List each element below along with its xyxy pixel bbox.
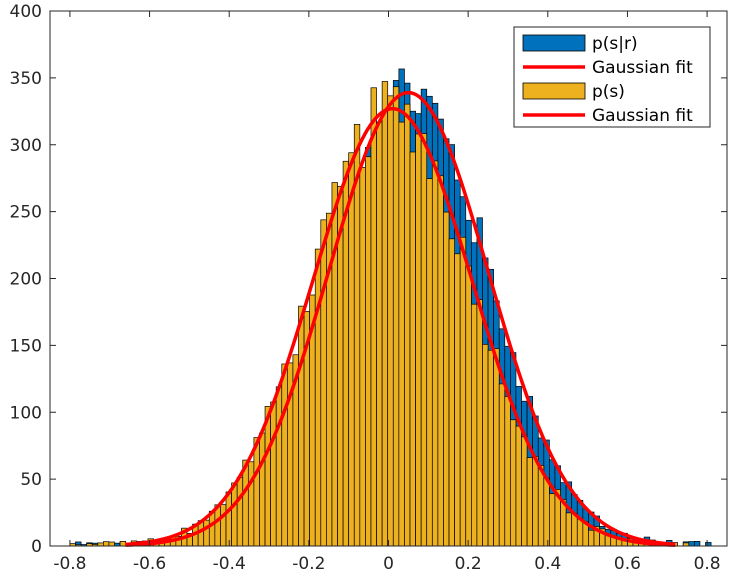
histogram-bar xyxy=(404,103,411,547)
histogram-bar xyxy=(409,151,416,547)
histogram-bar xyxy=(482,343,489,547)
histogram-bar xyxy=(331,182,338,547)
histogram-bar xyxy=(398,121,405,547)
histogram-bar xyxy=(314,248,322,547)
y-tick-label: 100 xyxy=(10,403,42,423)
histogram-bar xyxy=(264,406,271,547)
legend-label: Gaussian fit xyxy=(592,58,693,78)
histogram-bar xyxy=(376,121,383,547)
x-tick-label: 0.8 xyxy=(694,554,721,574)
histogram-bar xyxy=(103,541,110,547)
histogram-bar xyxy=(320,219,327,547)
histogram-bar xyxy=(448,238,455,547)
histogram-bar xyxy=(454,253,461,547)
histogram-bar xyxy=(470,303,478,547)
histogram-bar xyxy=(532,456,539,547)
gaussian-fit-line-2 xyxy=(125,106,676,547)
histogram-bar xyxy=(359,167,366,547)
y-tick-label: 0 xyxy=(31,537,42,557)
histogram-bar xyxy=(493,348,500,547)
legend-swatch-bar xyxy=(522,34,586,52)
histogram-bar xyxy=(510,419,517,547)
x-tick-label: -0.2 xyxy=(292,554,325,574)
histogram-bar xyxy=(119,541,127,547)
y-tick-label: 250 xyxy=(10,203,42,223)
histogram-bar xyxy=(231,482,238,547)
histogram-bar xyxy=(392,86,400,547)
legend: p(s|r) Gaussian fit p(s) Gaussian fit xyxy=(513,26,711,128)
histogram-p-s xyxy=(69,81,690,547)
y-tick-label: 300 xyxy=(10,136,42,156)
histogram-bar xyxy=(504,396,511,547)
legend-label: Gaussian fit xyxy=(592,106,693,126)
y-tick-label: 150 xyxy=(10,336,42,356)
histogram-bar xyxy=(275,386,283,547)
histogram-bar xyxy=(571,513,578,547)
histogram-bar xyxy=(437,175,444,547)
histogram-bar xyxy=(459,236,467,547)
histogram-bar xyxy=(259,432,266,547)
legend-label: p(s) xyxy=(592,82,625,102)
histogram-bar xyxy=(387,95,394,547)
histogram-bar xyxy=(526,457,534,547)
histogram-bar xyxy=(420,133,428,547)
histogram-bar xyxy=(236,476,244,547)
histogram-bar xyxy=(543,477,550,547)
histogram-bar xyxy=(298,305,305,547)
histogram-bar xyxy=(521,436,528,547)
histogram-bar xyxy=(370,87,377,547)
y-tick-label: 200 xyxy=(10,270,42,290)
x-tick-label: 0.2 xyxy=(455,554,482,574)
histogram-bar xyxy=(705,542,712,547)
legend-swatch-bar xyxy=(522,82,586,100)
histogram-bar xyxy=(476,299,483,547)
y-tick-label: 50 xyxy=(20,470,42,490)
histogram-bar xyxy=(281,363,288,547)
histogram-bar xyxy=(203,519,210,547)
histogram-bar xyxy=(426,178,433,547)
histogram-bar xyxy=(549,493,556,547)
histogram-bar xyxy=(688,541,695,547)
histogram-bar xyxy=(253,437,260,547)
fit-lines-layer xyxy=(125,90,676,547)
histogram-bar xyxy=(247,461,255,547)
histogram-bar xyxy=(270,401,277,547)
histogram-bar xyxy=(415,133,422,547)
histogram-bar xyxy=(381,81,389,547)
histogram-bar xyxy=(515,425,522,547)
histogram-bar xyxy=(348,152,355,547)
x-tick-label: -0.4 xyxy=(213,554,246,574)
histogram-bar xyxy=(693,541,701,547)
histogram-bar xyxy=(443,211,450,547)
x-tick-label: -0.6 xyxy=(133,554,166,574)
histogram-bar xyxy=(576,518,584,547)
x-tick-label: -0.8 xyxy=(53,554,86,574)
y-tick-label: 350 xyxy=(10,69,42,89)
histogram-bar xyxy=(225,491,232,547)
axis-ticks: -0.8 -0.6 -0.4 -0.2 0 0.2 0.4 0.6 0.8 0 50 100 150 20… xyxy=(10,2,727,574)
histogram-bar xyxy=(588,529,595,547)
x-tick-label: 0 xyxy=(383,554,394,574)
histogram-bar xyxy=(498,383,506,547)
x-tick-label: 0.4 xyxy=(534,554,561,574)
histogram-bar xyxy=(537,465,545,547)
bars-layer xyxy=(69,68,712,547)
histogram-bar xyxy=(431,160,439,547)
histogram-bar xyxy=(108,541,115,547)
legend-label: p(s|r) xyxy=(592,34,638,54)
x-tick-label: 0.6 xyxy=(614,554,641,574)
histogram-bar xyxy=(220,504,227,547)
histogram-bar xyxy=(565,512,573,547)
histogram-bar xyxy=(465,265,472,547)
y-tick-label: 400 xyxy=(10,2,42,22)
gaussian-fit-line-1 xyxy=(125,90,676,547)
histogram-bar xyxy=(365,156,372,547)
histogram-bar xyxy=(487,349,494,547)
